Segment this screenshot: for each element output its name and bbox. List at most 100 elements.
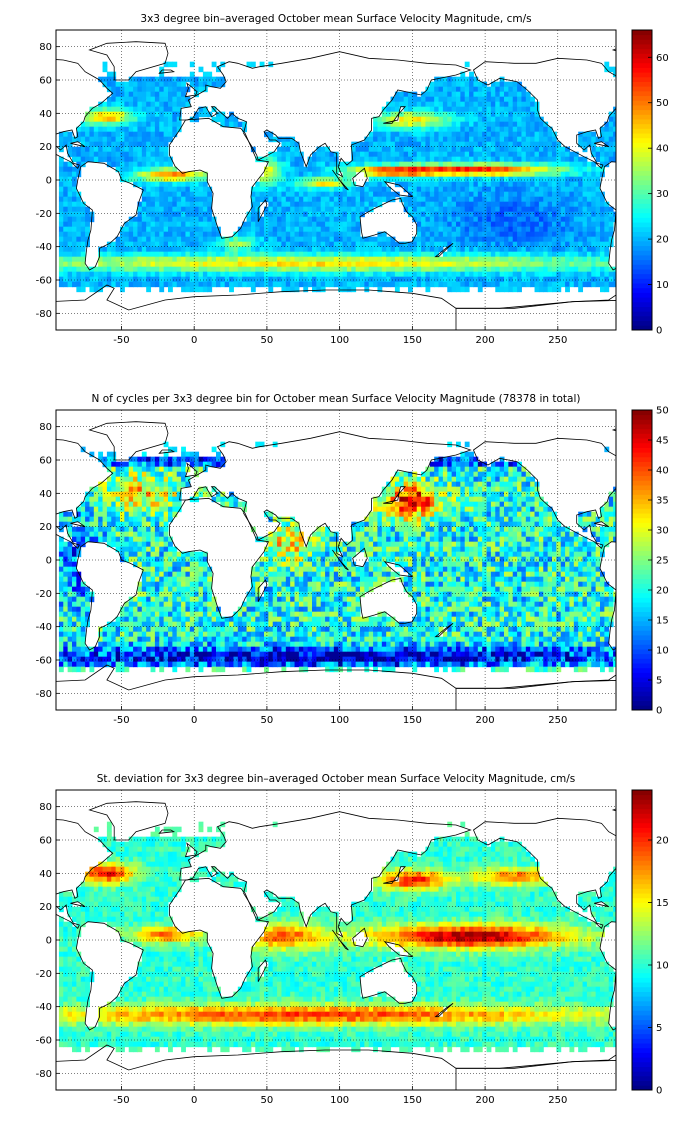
bin-cell [168,277,173,283]
bin-cell [539,152,544,158]
bin-cell [164,632,169,638]
bin-cell [255,212,260,218]
bin-cell [495,237,500,243]
bin-cell [517,117,522,123]
bin-cell [460,267,465,273]
bin-cell [504,127,509,133]
bin-cell [421,262,426,268]
bin-cell [303,227,308,233]
bin-cell [604,147,609,153]
bin-cell [596,272,601,278]
bin-cell [98,262,103,268]
bin-cell [81,537,86,543]
bin-cell [382,112,387,118]
bin-cell [76,537,81,543]
bin-cell [290,182,295,188]
bin-cell [343,247,348,253]
bin-cell [168,612,173,618]
bin-cell [142,277,147,283]
bin-cell [321,272,326,278]
bin-cell [556,277,561,283]
bin-cell [604,207,609,213]
bin-cell [504,97,509,103]
bin-cell [142,527,147,533]
bin-cell [299,267,304,273]
bin-cell [591,232,596,238]
bin-cell [316,252,321,257]
bin-cell [72,212,77,218]
bin-cell [142,217,147,223]
bin-cell [164,62,169,68]
bin-cell [495,267,500,273]
bin-cell [395,102,400,108]
bin-cell [159,202,164,208]
bin-cell [473,92,478,98]
bin-cell [172,187,177,193]
bin-cell [434,202,439,208]
bin-cell [76,282,81,288]
bin-cell [151,627,156,633]
bin-cell [596,227,601,233]
bin-cell [120,242,125,248]
bin-cell [164,142,169,148]
bin-cell [129,107,134,113]
bin-cell [430,192,435,198]
bin-cell [382,172,387,178]
bin-cell [417,212,422,218]
bin-cell [295,157,300,163]
bin-cell [325,282,330,288]
bin-cell [172,497,177,503]
bin-cell [456,107,461,113]
bin-cell [535,147,540,153]
bin-cell [142,662,147,668]
bin-cell [329,207,334,213]
bin-cell [369,267,374,273]
bin-cell [491,117,496,123]
bin-cell [312,162,317,168]
bin-cell [325,252,330,257]
bin-cell [425,92,430,98]
bin-cell [142,617,147,623]
bin-cell [164,597,169,603]
bin-cell [133,532,138,538]
bin-cell [443,212,448,218]
bin-cell [120,652,125,658]
bin-cell [124,137,129,143]
bin-cell [155,282,160,288]
bin-cell [199,82,204,88]
bin-cell [203,242,208,248]
bin-cell [168,557,173,563]
bin-cell [268,197,273,203]
bin-cell [255,252,260,257]
bin-cell [159,502,164,508]
bin-cell [85,122,90,128]
bin-cell [124,512,129,518]
bin-cell [247,217,252,223]
bin-cell [495,107,500,113]
bin-cell [172,272,177,278]
bin-cell [377,277,382,283]
bin-cell [456,287,461,293]
bin-cell [103,77,108,83]
bin-cell [181,227,186,233]
bin-cell [159,87,164,93]
bin-cell [399,257,404,263]
bin-cell [430,142,435,148]
bin-cell [543,262,548,268]
bin-cell [465,277,470,283]
bin-cell [172,257,177,263]
bin-cell [412,207,417,213]
bin-cell [521,142,526,148]
bin-cell [151,522,156,528]
bin-cell [439,142,444,148]
bin-cell [116,467,121,473]
colorbar-step [632,63,652,68]
bin-cell [574,157,579,163]
bin-cell [303,177,308,183]
bin-cell [491,127,496,133]
bin-cell [329,272,334,278]
bin-cell [382,167,387,173]
bin-cell [59,652,64,658]
bin-cell [530,127,535,133]
bin-cell [281,187,286,193]
